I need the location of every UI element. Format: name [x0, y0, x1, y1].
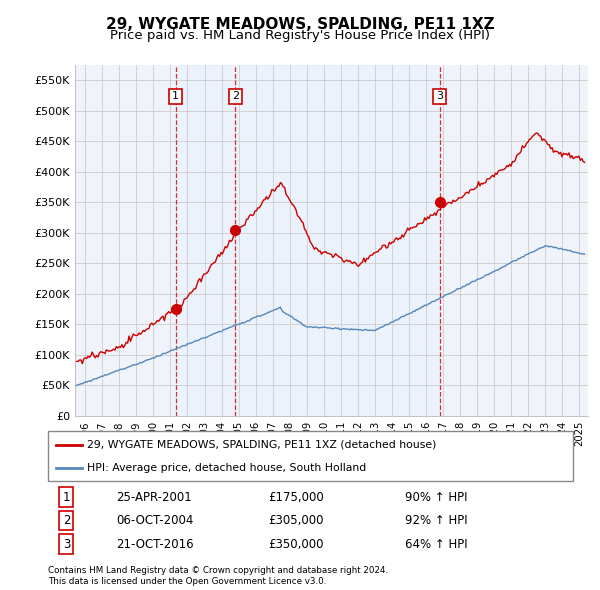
Text: 29, WYGATE MEADOWS, SPALDING, PE11 1XZ (detached house): 29, WYGATE MEADOWS, SPALDING, PE11 1XZ (…	[88, 440, 437, 450]
Text: Price paid vs. HM Land Registry's House Price Index (HPI): Price paid vs. HM Land Registry's House …	[110, 30, 490, 42]
Text: Contains HM Land Registry data © Crown copyright and database right 2024.: Contains HM Land Registry data © Crown c…	[48, 566, 388, 575]
Text: 90% ↑ HPI: 90% ↑ HPI	[405, 490, 467, 504]
Text: 1: 1	[172, 91, 179, 101]
FancyBboxPatch shape	[48, 431, 573, 481]
Text: 2: 2	[232, 91, 239, 101]
Text: 3: 3	[436, 91, 443, 101]
Text: £305,000: £305,000	[269, 514, 324, 527]
Bar	[235, 65, 440, 416]
Text: 2: 2	[62, 514, 70, 527]
Text: 29, WYGATE MEADOWS, SPALDING, PE11 1XZ: 29, WYGATE MEADOWS, SPALDING, PE11 1XZ	[106, 17, 494, 31]
Text: HPI: Average price, detached house, South Holland: HPI: Average price, detached house, Sout…	[88, 463, 367, 473]
Text: 21-OCT-2016: 21-OCT-2016	[116, 537, 194, 551]
Text: 06-OCT-2004: 06-OCT-2004	[116, 514, 194, 527]
Text: This data is licensed under the Open Government Licence v3.0.: This data is licensed under the Open Gov…	[48, 577, 326, 586]
Text: 3: 3	[62, 537, 70, 551]
Text: 1: 1	[62, 490, 70, 504]
Text: 25-APR-2001: 25-APR-2001	[116, 490, 192, 504]
Bar	[176, 65, 235, 416]
Text: 64% ↑ HPI: 64% ↑ HPI	[405, 537, 467, 551]
Text: £350,000: £350,000	[269, 537, 324, 551]
Text: £175,000: £175,000	[269, 490, 324, 504]
Text: 92% ↑ HPI: 92% ↑ HPI	[405, 514, 467, 527]
